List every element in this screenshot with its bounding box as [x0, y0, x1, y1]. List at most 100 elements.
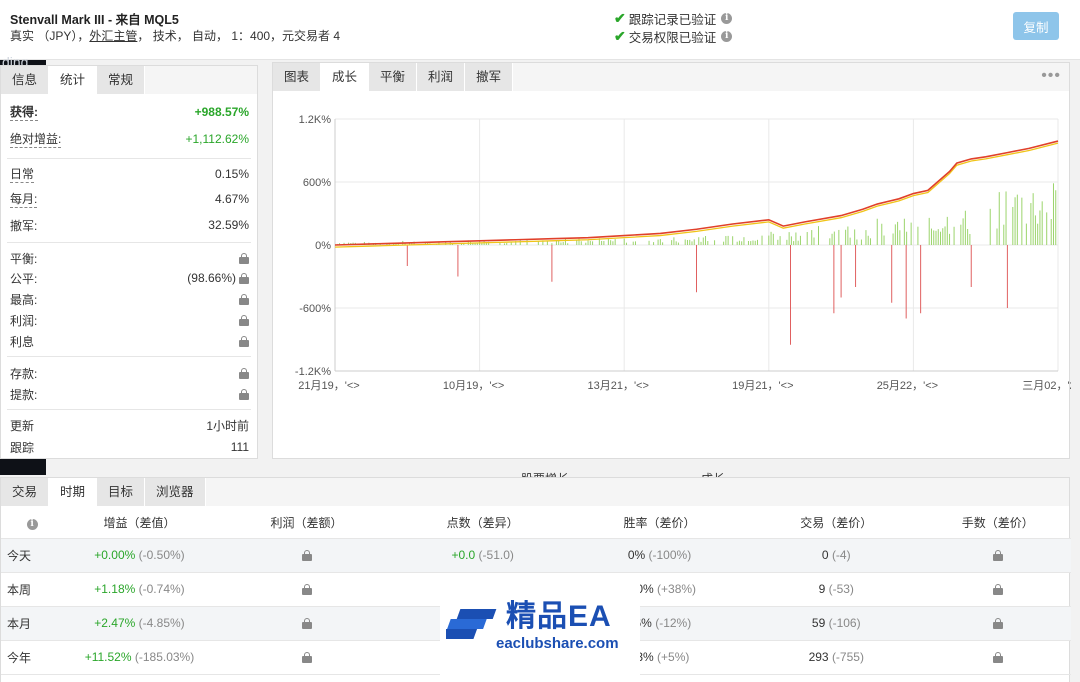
signal-meta: 真实 （JPY），外汇主管， 技术， 自动， 1：400，元交易者 4 [10, 27, 340, 44]
stat-value-wrap: +1,112.62% [186, 132, 250, 146]
chart-panel: 图表 成长 平衡 利润 撤军 ••• 1.2K% 600% 0% -600% -1.2K% 21月… [272, 62, 1071, 486]
column-header: 增益（差值） [60, 508, 219, 539]
tab-0[interactable]: 信息 [1, 66, 50, 94]
info-icon[interactable]: i [721, 31, 733, 42]
ellipsis-icon[interactable]: ••• [1041, 67, 1061, 84]
winrate-cell: 0% (-100%) [571, 538, 749, 573]
verify-trade-badge: ✔ 交易权限已验证 i [614, 27, 733, 46]
trades-value: 59 [811, 616, 826, 630]
x-tick-label: 13月21，'<> [587, 380, 648, 392]
stat-value: 32.59% [208, 218, 249, 232]
stat-label: 日常 [10, 167, 35, 183]
verify-track-label: 跟踪记录已验证 [628, 13, 717, 27]
forex-link[interactable]: 外汇主管 [89, 29, 138, 43]
stat-row: 利润: [10, 311, 249, 329]
column-header: 胜率（差价） [571, 508, 749, 539]
stat-label: 存款: [10, 366, 38, 381]
x-tick-label: 21月19，'<> [298, 380, 359, 392]
tab-1[interactable]: 时期 [49, 478, 98, 506]
tab-2[interactable]: 目标 [97, 478, 146, 506]
info-header: i [1, 508, 61, 539]
lock-icon [301, 652, 312, 664]
stat-row: 获得: +988.57% [10, 103, 249, 121]
stat-value-wrap [236, 251, 249, 265]
trades-value: 293 [808, 650, 829, 664]
stat-label: 利润: [10, 313, 38, 328]
divider [7, 158, 251, 159]
stat-label: 跟踪 [10, 440, 35, 455]
stat-row: 利息 [10, 332, 249, 350]
column-header: 手数（差价） [924, 508, 1071, 539]
lock-icon [239, 315, 249, 327]
stat-value: +1,112.62% [185, 132, 250, 146]
gain-value: +0.00% [94, 548, 136, 562]
gain-diff: (-4.85%) [138, 616, 185, 630]
stat-value: 0.15% [214, 167, 249, 181]
tab-3[interactable]: 利润 [417, 63, 466, 91]
tab-1[interactable]: 成长 [321, 63, 370, 91]
tab-4[interactable]: 撤军 [465, 63, 514, 91]
lock-icon [239, 253, 249, 265]
gain-cell: +1.18% (-0.74%) [60, 572, 219, 607]
gain-diff: (-0.50%) [138, 548, 185, 562]
tab-3[interactable]: 浏览器 [145, 478, 206, 506]
stat-label: 获得: [10, 105, 38, 121]
stat-value-wrap [236, 334, 249, 348]
stat-row: 最高: [10, 290, 249, 308]
points-cell: +0.0 (-51.0) [394, 538, 572, 573]
tab-1[interactable]: 统计 [49, 66, 98, 94]
check-icon: ✔ [614, 10, 626, 26]
trades-cell: 9 (-53) [748, 572, 925, 607]
tab-0[interactable]: 交易 [1, 478, 50, 506]
lock-icon [301, 584, 312, 596]
profit-cell [218, 640, 395, 675]
period-tabs: 交易 时期 目标 浏览器 [1, 478, 1069, 506]
trades-diff: (-106) [828, 616, 861, 630]
tab-2[interactable]: 平衡 [369, 63, 418, 91]
stats-panel: 信息 统计 常规 获得: +988.57% 绝对增益: +1,112.62% 日常 0.15%… [0, 65, 258, 459]
gain-diff: (-185.03%) [134, 650, 195, 664]
copy-button[interactable]: 复制 [1013, 12, 1059, 40]
period-label: 本月 [1, 606, 61, 641]
gain-diff: (-0.74%) [138, 582, 185, 596]
meta-suffix: ， 技术， 自动， 1：400，元交易者 4 [137, 29, 341, 43]
stat-label: 绝对增益: [10, 132, 62, 148]
x-tick-label: 10月19，'<> [443, 380, 504, 392]
stat-value-wrap: 111 [231, 440, 249, 454]
stat-row: 更新 1小时前 [10, 416, 249, 434]
book-stack-icon [446, 609, 497, 639]
gain-cell: +0.00% (-0.50%) [60, 538, 219, 573]
tab-0[interactable]: 图表 [273, 63, 322, 91]
stat-row: 跟踪 111 [10, 438, 249, 456]
gain-value: +1.18% [94, 582, 136, 596]
profit-cell [218, 538, 395, 573]
stat-row: 日常 0.15% [10, 165, 249, 183]
trades-value: 9 [818, 582, 826, 596]
lock-icon [239, 368, 249, 380]
info-icon[interactable]: i [721, 13, 733, 24]
stat-value-wrap [236, 292, 249, 306]
tab-2[interactable]: 常规 [97, 66, 146, 94]
period-label: 本周 [1, 572, 61, 607]
stat-row: 绝对增益: +1,112.62% [10, 130, 249, 148]
stat-value-wrap [236, 313, 249, 327]
winrate-diff: (+5%) [657, 650, 690, 664]
gain-value: +11.52% [84, 650, 132, 664]
stat-value: 1小时前 [206, 418, 249, 433]
column-header: 利润（差额） [218, 508, 395, 539]
watermark-title: 精品EA [506, 600, 612, 633]
stat-value-wrap: 4.67% [215, 192, 249, 206]
stat-label: 撤军: [10, 218, 38, 233]
stat-label: 公平: [10, 271, 38, 286]
x-tick-label: 19月21，'<> [732, 380, 793, 392]
stat-label: 更新 [10, 418, 35, 433]
y-tick-label: 600% [303, 177, 331, 189]
table-row: 今天 +0.00% (-0.50%) +0.0 (-51.0) 0% (-100%) 0… [1, 538, 1071, 573]
meta-prefix: 真实 （JPY）， [10, 29, 90, 43]
info-icon[interactable]: i [26, 519, 38, 531]
stat-label: 提款: [10, 387, 38, 402]
trades-diff: (-53) [828, 582, 854, 596]
lock-icon [239, 273, 249, 285]
stat-value-wrap: 1小时前 [206, 417, 249, 434]
lock-icon [992, 550, 1003, 562]
